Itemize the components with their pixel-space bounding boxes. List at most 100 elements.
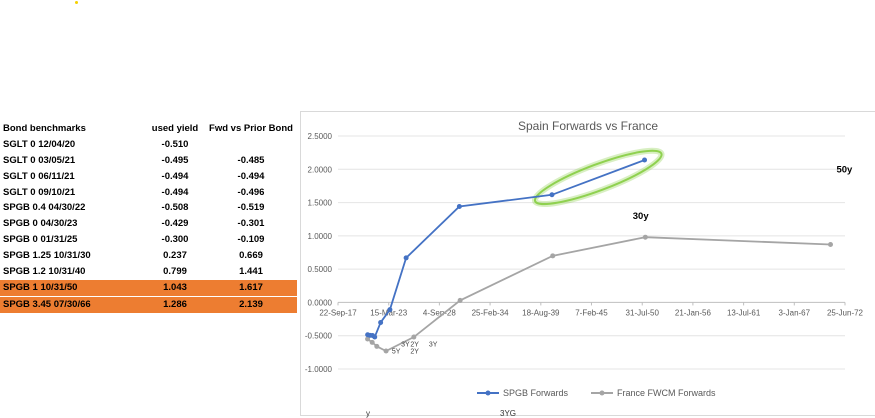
- cell-bond-name: SPGB 0.4 04/30/22: [3, 202, 86, 214]
- cell-bond-name: SPGB 1.25 10/31/30: [3, 249, 91, 261]
- fragment-text-1: y: [366, 409, 370, 418]
- x-tick-label: 7-Feb-45: [575, 308, 608, 317]
- annotation-label: 50y: [836, 165, 853, 176]
- legend-label-1: France FWCM Forwards: [617, 388, 716, 398]
- cell-bond-name: SPGB 1 10/31/50: [0, 278, 145, 297]
- table-row: SPGB 3.45 07/30/66 1.286 2.139: [0, 295, 297, 313]
- annotation-label: 3Y: [429, 341, 438, 348]
- series-point-1: [383, 348, 389, 354]
- x-tick-label: 21-Jan-56: [675, 308, 712, 317]
- cell-bond-name: SGLT 0 06/11/21: [3, 170, 75, 182]
- y-tick-label: 0.5000: [308, 265, 333, 274]
- yellow-dot: [75, 1, 78, 4]
- chart-title: Spain Forwards vs France: [518, 119, 658, 133]
- cell-bond-name: SGLT 0 09/10/21: [3, 186, 76, 198]
- legend-marker-1: [599, 390, 605, 396]
- cell-bond-name: SPGB 0 04/30/23: [3, 218, 78, 230]
- x-tick-label: 4-Sep-28: [423, 308, 456, 317]
- y-tick-label: 0.0000: [308, 298, 333, 307]
- cell-fwd: 0.669: [239, 249, 263, 261]
- table-header-row: Bond benchmarks used yield Fwd vs Prior …: [0, 121, 297, 137]
- cell-yield: -0.495: [161, 154, 189, 166]
- cell-fwd: [205, 137, 297, 153]
- table-row: SGLT 0 06/11/21 -0.494 -0.494: [0, 168, 297, 184]
- x-tick-label: 18-Aug-39: [522, 308, 560, 317]
- highlight-group: [531, 147, 665, 208]
- legend: SPGB Forwards France FWCM Forwards: [477, 388, 716, 398]
- cell-yield: -0.510: [161, 139, 189, 151]
- series-point-1: [411, 334, 417, 340]
- col-header-yield: used yield: [151, 123, 199, 135]
- x-tick-label: 22-Sep-17: [319, 308, 357, 317]
- cell-fwd: -0.519: [237, 202, 265, 214]
- x-tick-label: 25-Feb-34: [472, 308, 509, 317]
- annotation-label: 3Y: [401, 341, 410, 348]
- series-point-1: [374, 343, 380, 349]
- series-point-0: [549, 192, 555, 198]
- y-tick-label: 2.0000: [308, 165, 333, 174]
- table-row: SPGB 0 04/30/23 -0.429 -0.301: [0, 216, 297, 232]
- x-axis-labels: 22-Sep-17 15-Mar-23 4-Sep-28 25-Feb-34 18-Au…: [319, 308, 863, 317]
- series-point-0: [378, 319, 384, 325]
- cell-fwd: 1.617: [205, 278, 297, 297]
- cell-fwd: 2.139: [205, 295, 297, 313]
- x-tick-label: 3-Jan-67: [779, 308, 811, 317]
- table-row: SPGB 1.2 10/31/40 0.799 1.441: [0, 263, 297, 279]
- table-row: SGLT 0 03/05/21 -0.495 -0.485: [0, 153, 297, 169]
- annotation-label: 30y: [633, 211, 650, 222]
- chart-svg: Spain Forwards vs France 2.5000 2.0000 1.5…: [305, 119, 864, 398]
- cell-yield: -0.429: [161, 218, 189, 230]
- cell-yield: 0.237: [163, 249, 187, 261]
- cell-yield: 0.799: [163, 265, 187, 277]
- y-tick-label: 1.5000: [308, 199, 333, 208]
- cell-fwd: 1.441: [239, 265, 263, 277]
- cell-bond-name: SPGB 3.45 07/30/66: [0, 295, 145, 313]
- cell-yield: -0.494: [161, 170, 189, 182]
- fragment-text-2: 3YG: [500, 409, 517, 418]
- col-header-fwd: Fwd vs Prior Bond: [209, 123, 293, 135]
- table-row: SPGB 1 10/31/50 1.043 1.617: [0, 278, 297, 297]
- legend-marker-0: [485, 390, 491, 396]
- cell-bond-name: SPGB 1.2 10/31/40: [3, 265, 86, 277]
- table-row: SPGB 0 01/31/25 -0.300 -0.109: [0, 232, 297, 248]
- y-tick-label: -1.0000: [305, 365, 333, 374]
- cell-fwd: -0.494: [237, 170, 265, 182]
- y-tick-label: 2.5000: [308, 132, 333, 141]
- cell-bond-name: SGLT 0 03/05/21: [3, 154, 76, 166]
- highlight-ellipse: [533, 149, 663, 206]
- series-point-1: [642, 234, 648, 240]
- annotation-label: 5Y: [392, 349, 401, 356]
- table-row: SGLT 0 12/04/20 -0.510: [0, 137, 297, 153]
- legend-label-0: SPGB Forwards: [503, 388, 569, 398]
- cell-fwd: -0.109: [237, 233, 265, 245]
- cell-yield: 1.043: [145, 278, 205, 297]
- cell-fwd: -0.496: [237, 186, 265, 198]
- cell-yield: -0.300: [161, 233, 189, 245]
- series-point-0: [403, 255, 409, 261]
- series-point-0: [387, 307, 393, 313]
- series-point-1: [828, 242, 834, 248]
- series-group: [365, 157, 834, 354]
- cell-yield: 1.286: [145, 295, 205, 313]
- series-point-1: [457, 297, 463, 303]
- table-row: SGLT 0 09/10/21 -0.494 -0.496: [0, 184, 297, 200]
- x-tick-label: 15-Mar-23: [370, 308, 407, 317]
- y-tick-label: -0.5000: [305, 332, 333, 341]
- table-row: SPGB 1.25 10/31/30 0.237 0.669: [0, 247, 297, 263]
- cell-fwd: -0.301: [237, 218, 265, 230]
- series-point-1: [369, 339, 375, 345]
- cell-fwd: -0.485: [237, 154, 265, 166]
- annotation-label: 2Y: [410, 341, 419, 348]
- y-tick-label: 1.0000: [308, 232, 333, 241]
- col-header-bond: Bond benchmarks: [3, 123, 86, 135]
- annotation-label: 2Y: [410, 349, 419, 356]
- cell-yield: -0.508: [161, 202, 189, 214]
- series-point-0: [642, 157, 648, 163]
- table-row: SPGB 0.4 04/30/22 -0.508 -0.519: [0, 200, 297, 216]
- x-tick-label: 31-Jul-50: [626, 308, 660, 317]
- chart-area: Spain Forwards vs France 2.5000 2.0000 1.5…: [300, 111, 875, 416]
- table-body: SGLT 0 12/04/20 -0.510 SGLT 0 03/05/21 -0.4…: [0, 137, 297, 313]
- series-line-1: [367, 236, 831, 353]
- bond-benchmarks-table: Bond benchmarks used yield Fwd vs Prior …: [0, 121, 297, 313]
